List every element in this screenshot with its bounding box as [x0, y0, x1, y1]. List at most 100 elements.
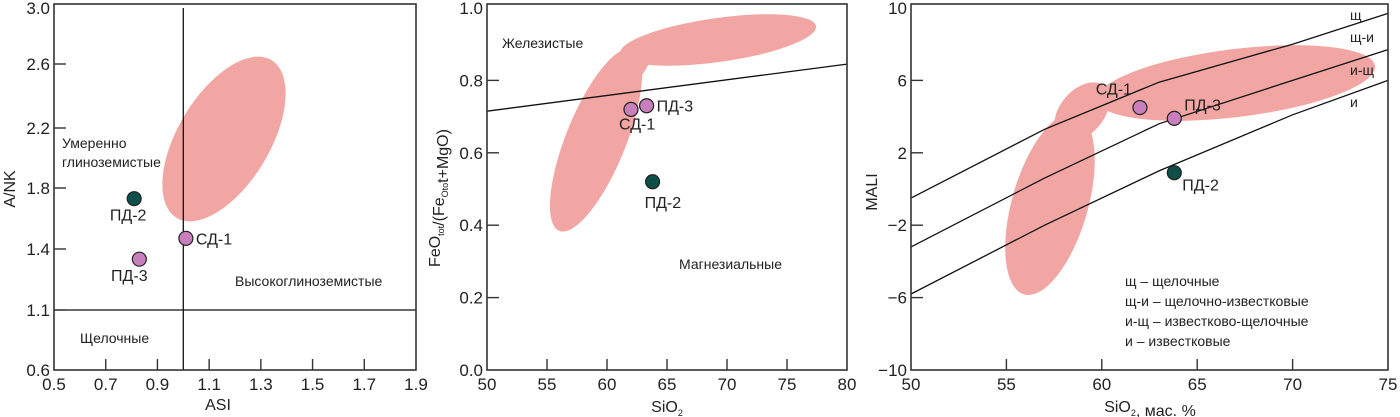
x-tick-label: 75	[1379, 375, 1398, 394]
x-tick-label: 80	[838, 375, 857, 394]
boundary-line	[486, 63, 848, 112]
plot-frame	[910, 3, 1389, 371]
y-tick-label: 1.1	[26, 301, 50, 320]
data-point-label: ПД-3	[657, 99, 694, 116]
data-point-label: СД-1	[196, 231, 232, 248]
x-tick-label: 0.5	[42, 375, 66, 394]
legend-entry: щ-и – щелочно-известковые	[1125, 293, 1309, 309]
y-tick-label: 0.2	[459, 289, 483, 308]
y-tick-label: 2	[898, 144, 907, 163]
legend-entry: и-щ – известково-щелочные	[1125, 313, 1309, 329]
region-label: Щелочные	[80, 330, 149, 346]
data-point	[131, 251, 147, 267]
x-tick-label: 55	[538, 375, 557, 394]
y-tick-label: 2.6	[26, 55, 50, 74]
y-axis-label-text: FeOtot/(FeOtot+MgO)	[427, 129, 452, 267]
shaded-field	[1005, 45, 1376, 295]
label-part: , мас. %	[1136, 403, 1196, 417]
y-tick-label: −10	[878, 361, 907, 380]
boundary-line	[910, 79, 1389, 295]
x-tick-label: 0.9	[146, 375, 170, 394]
x-tick-label: 60	[598, 375, 617, 394]
line-label: щ	[1350, 7, 1362, 23]
boundary-lines	[910, 12, 1389, 295]
subscript: 2	[678, 408, 683, 417]
data-point	[1166, 110, 1182, 127]
y-tick-label: 6	[898, 71, 907, 90]
data-point	[638, 98, 655, 114]
y-tick-label: −6	[888, 289, 907, 308]
legend-entry: и – известковые	[1125, 333, 1231, 349]
data-points: СД-1ПД-3 ПД-2	[619, 98, 694, 212]
x-tick-label: 1.7	[352, 375, 376, 394]
x-tick-label: 1.1	[197, 375, 221, 394]
x-tick-label: 65	[1188, 375, 1207, 394]
y-tick-label: 0.0	[459, 361, 483, 380]
y-tick-label: 2.2	[26, 119, 50, 138]
y-axis-label: A/NK	[2, 170, 19, 208]
data-point-label: СД-1	[1096, 82, 1132, 99]
data-point	[178, 230, 194, 246]
x-tick-label: 60	[1092, 375, 1111, 394]
x-axis-label-text: SiO2, мас. %	[1104, 399, 1196, 417]
region-label: Умеренно	[62, 135, 127, 151]
y-tick-label: 1.4	[26, 240, 50, 259]
panel-feo-sio2: 50 55 60 65 70 75 80 1.0 0.8 0.6 0.4 0.2 0.0 Железис…	[427, 0, 856, 417]
data-point-label: ПД-3	[1184, 97, 1221, 114]
subscript: tot	[436, 225, 446, 236]
subscript: Oto	[440, 183, 450, 198]
data-point-label: ПД-2	[110, 208, 147, 225]
data-point-label: СД-1	[619, 116, 655, 133]
label-part: /(Fe	[431, 197, 448, 226]
data-point	[644, 174, 661, 190]
panel-asi-anK: 0.5 0.7 0.9 1.1 1.3 1.5 1.7 1.9 3.0 2.6 2.2 1.8 1.4 1…	[2, 0, 428, 414]
y-tick-label: 1.8	[26, 179, 50, 198]
x-tick-label: 55	[997, 375, 1016, 394]
y-axis-label: MALI	[864, 173, 881, 210]
x-tick-label: 70	[718, 375, 737, 394]
y-tick-label: 0.4	[459, 216, 483, 235]
line-label: щ-и	[1350, 29, 1374, 45]
y-tick-label: 1.0	[459, 0, 483, 18]
legend: щ – щелочные щ-и – щелочно-известковые и…	[1125, 273, 1309, 349]
x-tick-label: 50	[478, 375, 497, 394]
y-tick-label: 0.6	[459, 144, 483, 163]
y-tick-label: 10	[888, 0, 907, 18]
axis-ticks: 0.5 0.7 0.9 1.1 1.3 1.5 1.7 1.9 3.0 2.6 2.2 1.8 1.4 1…	[26, 0, 427, 394]
shaded-field	[162, 56, 286, 222]
data-point	[623, 101, 639, 117]
boundary-lines	[54, 8, 416, 370]
x-tick-label: 1.9	[404, 375, 428, 394]
plot-frame	[53, 3, 417, 371]
legend-entry: щ – щелочные	[1125, 273, 1220, 289]
x-tick-label: 1.5	[301, 375, 325, 394]
panel-mali-sio2: 50 55 60 65 70 75 10 6 2 −2 −6 −10 щ щ-и и-щ и щ – …	[864, 0, 1397, 417]
data-point	[1166, 165, 1182, 181]
x-axis-label: SiO2	[651, 399, 683, 417]
axis-ticks: 50 55 60 65 70 75 80 1.0 0.8 0.6 0.4 0.2 0.0	[459, 0, 856, 394]
region-label: Магнезиальные	[679, 256, 782, 272]
boundary-line	[910, 12, 1389, 199]
x-tick-label: 65	[658, 375, 677, 394]
x-tick-label: 70	[1283, 375, 1302, 394]
data-points: ПД-2 ПД-3 СД-1	[110, 191, 232, 285]
data-point-label: ПД-2	[645, 195, 682, 212]
label-part: FeO	[427, 236, 444, 267]
line-label: и	[1350, 94, 1358, 110]
y-axis-label: FeOtot/(FeOtot+MgO)	[427, 129, 452, 267]
data-point	[126, 191, 142, 207]
boundary-lines	[486, 63, 848, 112]
label-part: SiO	[1104, 399, 1131, 416]
label-part: t+MgO)	[435, 129, 452, 183]
data-points: СД-1ПД-3ПД-2	[1096, 82, 1221, 195]
region-label: Высокоглиноземистые	[235, 273, 383, 289]
label-part: SiO	[651, 399, 678, 416]
x-axis-label: SiO2, мас. %	[1104, 399, 1196, 417]
y-tick-label: 3.0	[26, 0, 50, 18]
subscript: 2	[1131, 408, 1136, 417]
x-axis-label-text: SiO2	[651, 399, 683, 417]
boundary-line	[910, 48, 1389, 248]
line-label: и-щ	[1350, 62, 1374, 78]
x-tick-label: 75	[778, 375, 797, 394]
